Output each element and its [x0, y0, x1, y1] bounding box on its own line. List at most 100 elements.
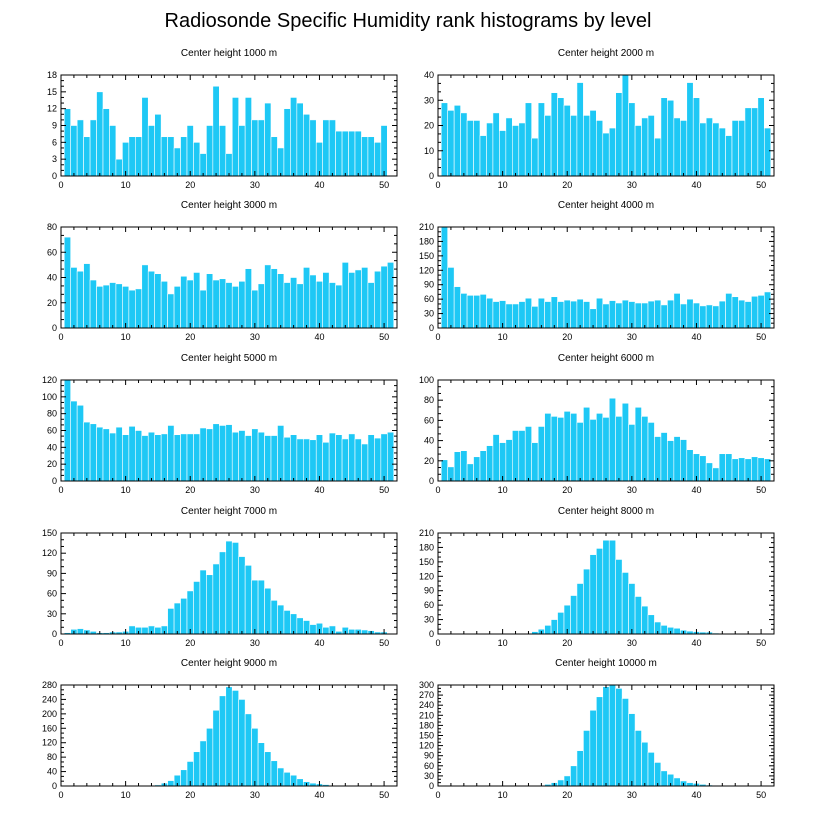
bar [309, 624, 317, 635]
x-tick-label: 40 [691, 638, 701, 648]
y-tick-label: 40 [47, 767, 57, 777]
bar [563, 105, 571, 177]
bar [296, 438, 304, 482]
bar [193, 581, 201, 635]
bar [290, 97, 298, 177]
y-tick-label: 240 [419, 700, 434, 710]
bar [173, 286, 181, 329]
bar [615, 302, 623, 329]
bar [328, 119, 336, 177]
bar [309, 274, 317, 329]
y-tick-label: 90 [424, 280, 434, 290]
bar [537, 426, 545, 482]
bar [173, 434, 181, 482]
bar [212, 423, 220, 482]
bar [83, 421, 91, 482]
bar [583, 568, 591, 635]
bar [264, 435, 272, 482]
bar [634, 730, 642, 787]
bar [238, 699, 246, 787]
y-tick-label: 80 [47, 752, 57, 762]
x-tick-label: 0 [435, 485, 440, 495]
bar [173, 602, 181, 635]
bar [270, 136, 278, 177]
y-tick-label: 120 [42, 738, 57, 748]
bar [531, 306, 539, 329]
bar [654, 762, 662, 787]
bar [89, 423, 97, 482]
y-tick-label: 40 [47, 442, 57, 452]
bar [251, 119, 259, 177]
y-tick-label: 120 [419, 265, 434, 275]
y-tick-label: 0 [429, 476, 434, 486]
bar [654, 436, 662, 482]
bar [128, 625, 136, 635]
y-tick-label: 3 [52, 154, 57, 164]
bar [460, 450, 468, 482]
bar [570, 595, 578, 635]
bar [231, 97, 239, 177]
bar [466, 294, 474, 329]
panel-title: Center height 9000 m [181, 658, 277, 669]
y-tick-label: 20 [47, 459, 57, 469]
bar [238, 430, 246, 482]
bar [466, 463, 474, 482]
bar [122, 434, 130, 482]
bar [744, 458, 752, 482]
x-tick-label: 20 [185, 485, 195, 495]
bar [473, 120, 481, 177]
bar [154, 113, 162, 177]
bar [440, 102, 448, 177]
bar [505, 117, 513, 177]
bar [277, 147, 285, 177]
bar [244, 97, 252, 177]
bar [570, 413, 578, 482]
bar [699, 305, 707, 329]
bar [322, 119, 330, 177]
bar [328, 432, 336, 482]
x-tick-label: 40 [314, 790, 324, 800]
x-tick-label: 10 [498, 790, 508, 800]
bar [70, 400, 78, 482]
bar [167, 136, 175, 177]
bar [499, 442, 507, 482]
y-tick-label: 150 [42, 528, 57, 538]
bar [667, 99, 675, 177]
bar [141, 97, 149, 177]
x-tick-label: 40 [691, 485, 701, 495]
bar [199, 569, 207, 635]
bar [277, 273, 285, 329]
bar [361, 136, 369, 177]
y-tick-label: 240 [42, 694, 57, 704]
bar [96, 286, 104, 329]
bar [602, 303, 610, 329]
bar [315, 142, 323, 177]
bar [634, 596, 642, 635]
bar [147, 270, 155, 329]
bar [596, 696, 604, 787]
bar [251, 579, 259, 635]
bar [231, 431, 239, 482]
bar [167, 608, 175, 635]
bar [167, 293, 175, 329]
bar [128, 136, 136, 177]
y-tick-label: 0 [429, 323, 434, 333]
y-tick-label: 180 [419, 720, 434, 730]
panel-6: 0 10 20 30 40 50 0 20 40 60 80 100 Center height 600… [419, 353, 775, 495]
bar [544, 625, 552, 635]
y-tick-label: 210 [419, 528, 434, 538]
bar [361, 267, 369, 329]
bar [660, 97, 668, 177]
bar [641, 117, 649, 177]
bar [589, 709, 597, 787]
bar [89, 119, 97, 177]
bar [725, 293, 733, 329]
bar [180, 136, 188, 177]
bar [251, 727, 259, 787]
y-tick-label: 10 [424, 146, 434, 156]
bar [296, 778, 304, 787]
y-tick-label: 180 [419, 236, 434, 246]
bar [141, 264, 149, 329]
x-tick-label: 0 [435, 790, 440, 800]
y-tick-label: 20 [424, 456, 434, 466]
